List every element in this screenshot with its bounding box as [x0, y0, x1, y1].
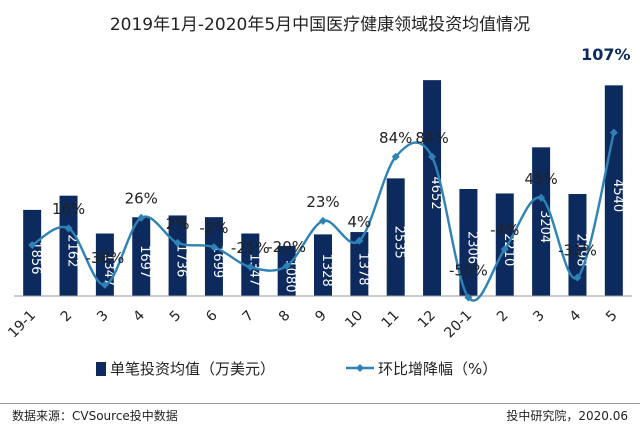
- bar: [604, 85, 623, 297]
- bar-value-label: 1328: [319, 254, 334, 287]
- growth-point-marker: [100, 280, 109, 289]
- bar: [168, 215, 187, 296]
- chart: 2019年1月-2020年5月中国医疗健康领域投资均值情况 1856 2162 13…: [5, 15, 632, 378]
- growth-point-marker: [573, 273, 582, 282]
- bar-value-label: 1856: [28, 241, 43, 274]
- x-tick-label: 7: [240, 308, 258, 326]
- growth-value-label: 84%: [379, 129, 412, 147]
- bar: [59, 195, 78, 296]
- bar: [350, 232, 369, 296]
- x-tick-label: 10: [342, 308, 366, 332]
- x-tick-label: 6: [203, 307, 221, 325]
- growth-value-label: 26%: [125, 190, 158, 208]
- x-tick-label: 3: [94, 308, 112, 326]
- growth-point-marker: [609, 128, 618, 137]
- x-tick-label: 19-1: [5, 308, 39, 342]
- bar-value-label: 4540: [610, 179, 625, 212]
- growth-point-marker: [319, 216, 327, 225]
- source-note: 数据来源：CVSource投中数据: [12, 409, 178, 423]
- x-tick-label: 5: [167, 308, 185, 326]
- legend: 单笔投资均值（万美元） 环比增降幅（%）: [96, 360, 497, 378]
- bar-value-label: 1699: [210, 245, 225, 278]
- x-tick-label: 12: [415, 308, 439, 332]
- growth-value-label: -2%: [199, 219, 228, 237]
- legend-bar-label: 单笔投资均值（万美元）: [110, 360, 275, 378]
- growth-value-label: 107%: [581, 45, 630, 64]
- bar: [459, 189, 478, 296]
- growth-value-label: 16%: [52, 200, 85, 218]
- bar-value-label: 2535: [392, 226, 407, 259]
- bar-value-label: 2162: [65, 234, 80, 267]
- growth-value-label: 2%: [166, 215, 190, 233]
- chart-title: 2019年1月-2020年5月中国医疗健康领域投资均值情况: [110, 15, 530, 35]
- growth-point-marker: [428, 152, 437, 161]
- growth-point-marker: [500, 245, 509, 254]
- growth-value-label: -20%: [267, 238, 306, 256]
- x-tick-label: 4: [567, 307, 585, 325]
- growth-point-marker: [173, 238, 182, 247]
- x-tick-label: 2: [58, 308, 76, 326]
- bar-value-label: 1347: [246, 253, 261, 286]
- growth-value-label: -21%: [231, 239, 270, 257]
- growth-line: [31, 132, 615, 302]
- bar: [132, 217, 151, 296]
- growth-value-label: 84%: [415, 129, 448, 147]
- growth-point-marker: [28, 241, 37, 249]
- growth-point-marker: [391, 152, 400, 161]
- bar-series: [23, 80, 623, 297]
- x-tick-labels: 19-1 2 3 4 5 6 7 8 9 10 11 12 20-1 2 3 4 5: [5, 307, 620, 341]
- growth-point-marker: [537, 193, 546, 202]
- growth-value-label: 4%: [347, 213, 371, 231]
- x-tick-label: 8: [276, 308, 294, 326]
- x-tick-label: 2: [494, 308, 512, 326]
- growth-point-marker: [355, 236, 364, 245]
- x-tick-label: 11: [379, 308, 403, 332]
- credit-note: 投中研究院，2020.06: [506, 409, 628, 423]
- bar: [386, 178, 405, 296]
- growth-value-label: -31%: [558, 242, 597, 260]
- growth-value-label: -38%: [85, 249, 124, 267]
- growth-point-marker: [209, 243, 218, 252]
- growth-value-label: 23%: [306, 193, 339, 211]
- growth-labels: 16% -38% 26% 2% -2%-21%-20% 23% 4% 84% 84% -50% -4…: [52, 45, 631, 280]
- x-tick-label: 9: [312, 308, 330, 326]
- x-tick-label: 3: [530, 308, 548, 326]
- bar-value-label: 2198: [573, 233, 588, 266]
- footer-divider: [0, 403, 640, 404]
- bar-value-label: 2306: [464, 231, 479, 264]
- bar: [532, 147, 551, 296]
- growth-point-marker: [464, 293, 473, 302]
- bar-value-label: 3204: [537, 210, 552, 243]
- x-tick-label: 5: [603, 308, 621, 326]
- bar-value-label: 2210: [501, 233, 516, 266]
- growth-points: [28, 128, 618, 302]
- growth-point-marker: [246, 263, 255, 272]
- bar: [204, 217, 223, 296]
- legend-line-marker: [356, 364, 364, 372]
- bar: [423, 80, 442, 296]
- growth-point-marker: [64, 224, 73, 233]
- bar: [314, 234, 332, 296]
- growth-value-label: -50%: [449, 262, 488, 280]
- x-tick-label: 4: [130, 307, 148, 325]
- bar-value-label: 1378: [355, 252, 370, 285]
- growth-point-marker: [282, 262, 291, 270]
- legend-bar-swatch: [96, 362, 106, 376]
- legend-line-label: 环比增降幅（%）: [378, 360, 497, 378]
- growth-point-marker: [137, 213, 146, 222]
- bar: [277, 245, 296, 296]
- growth-value-label: -4%: [490, 221, 519, 239]
- bar: [495, 193, 514, 296]
- growth-value-label: 45%: [524, 170, 557, 188]
- x-tick-label: 20-1: [441, 308, 475, 342]
- bar: [23, 209, 42, 296]
- bar-value-label: 1697: [137, 245, 152, 278]
- bar-value-label: 1736: [174, 244, 189, 277]
